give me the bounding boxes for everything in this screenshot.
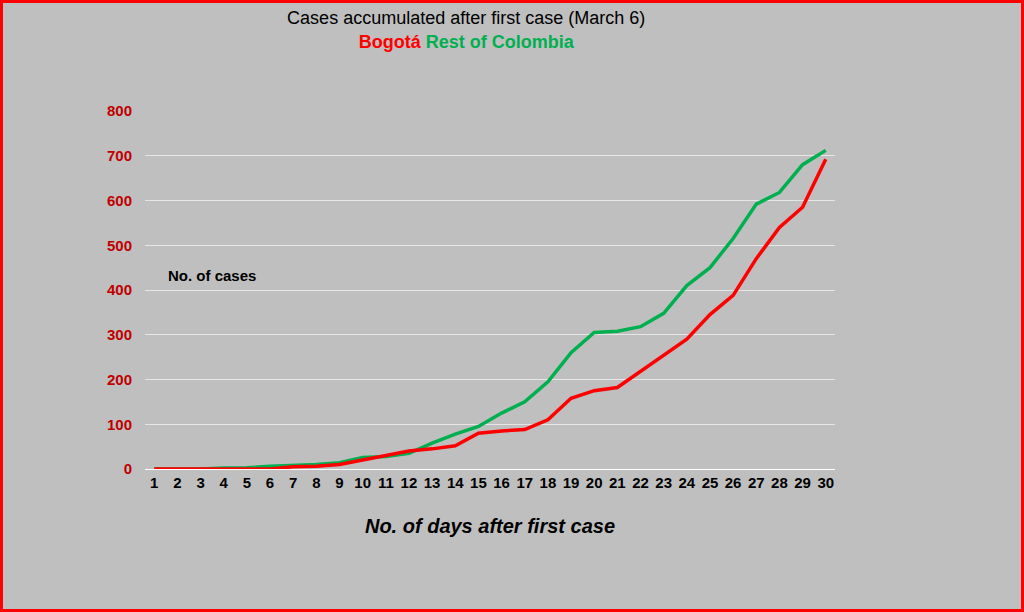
svg-text:19: 19	[563, 474, 580, 491]
svg-text:30: 30	[817, 474, 834, 491]
svg-text:6: 6	[266, 474, 274, 491]
svg-text:18: 18	[540, 474, 557, 491]
svg-text:3: 3	[196, 474, 204, 491]
svg-text:500: 500	[107, 237, 132, 254]
svg-text:600: 600	[107, 192, 132, 209]
svg-text:15: 15	[470, 474, 487, 491]
svg-text:100: 100	[107, 416, 132, 433]
svg-text:Cases accumulated after first: Cases accumulated after first case (Marc…	[287, 8, 645, 51]
svg-text:16: 16	[493, 474, 510, 491]
svg-text:22: 22	[632, 474, 649, 491]
svg-text:0: 0	[124, 460, 132, 477]
svg-text:23: 23	[655, 474, 672, 491]
svg-text:200: 200	[107, 371, 132, 388]
svg-text:28: 28	[771, 474, 788, 491]
svg-text:1: 1	[150, 474, 158, 491]
svg-text:17: 17	[516, 474, 533, 491]
svg-text:11: 11	[378, 474, 394, 491]
svg-text:24: 24	[678, 474, 695, 491]
svg-text:27: 27	[748, 474, 765, 491]
svg-text:4: 4	[220, 474, 229, 491]
svg-text:7: 7	[289, 474, 297, 491]
svg-text:No. of days after first case: No. of days after first case	[365, 515, 615, 537]
svg-text:14: 14	[447, 474, 464, 491]
svg-text:No. of cases: No. of cases	[168, 267, 256, 284]
svg-text:9: 9	[335, 474, 343, 491]
svg-text:8: 8	[312, 474, 320, 491]
svg-text:10: 10	[354, 474, 371, 491]
svg-text:25: 25	[702, 474, 719, 491]
svg-text:5: 5	[243, 474, 251, 491]
svg-text:13: 13	[424, 474, 441, 491]
svg-text:2: 2	[173, 474, 181, 491]
svg-text:700: 700	[107, 147, 132, 164]
svg-text:800: 800	[107, 102, 132, 119]
svg-text:20: 20	[586, 474, 603, 491]
svg-text:12: 12	[401, 474, 418, 491]
svg-text:21: 21	[609, 474, 626, 491]
svg-text:400: 400	[107, 281, 132, 298]
svg-text:26: 26	[725, 474, 742, 491]
svg-text:300: 300	[107, 326, 132, 343]
svg-text:29: 29	[794, 474, 811, 491]
